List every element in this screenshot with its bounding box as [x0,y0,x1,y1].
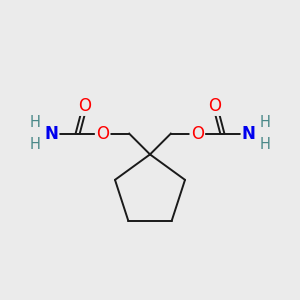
Text: O: O [79,97,92,115]
Text: O: O [96,124,109,142]
Text: H: H [260,137,271,152]
Text: H: H [29,115,40,130]
Text: H: H [260,115,271,130]
Text: N: N [44,124,58,142]
Text: O: O [208,97,221,115]
Text: H: H [29,137,40,152]
Text: O: O [191,124,204,142]
Text: N: N [242,124,256,142]
